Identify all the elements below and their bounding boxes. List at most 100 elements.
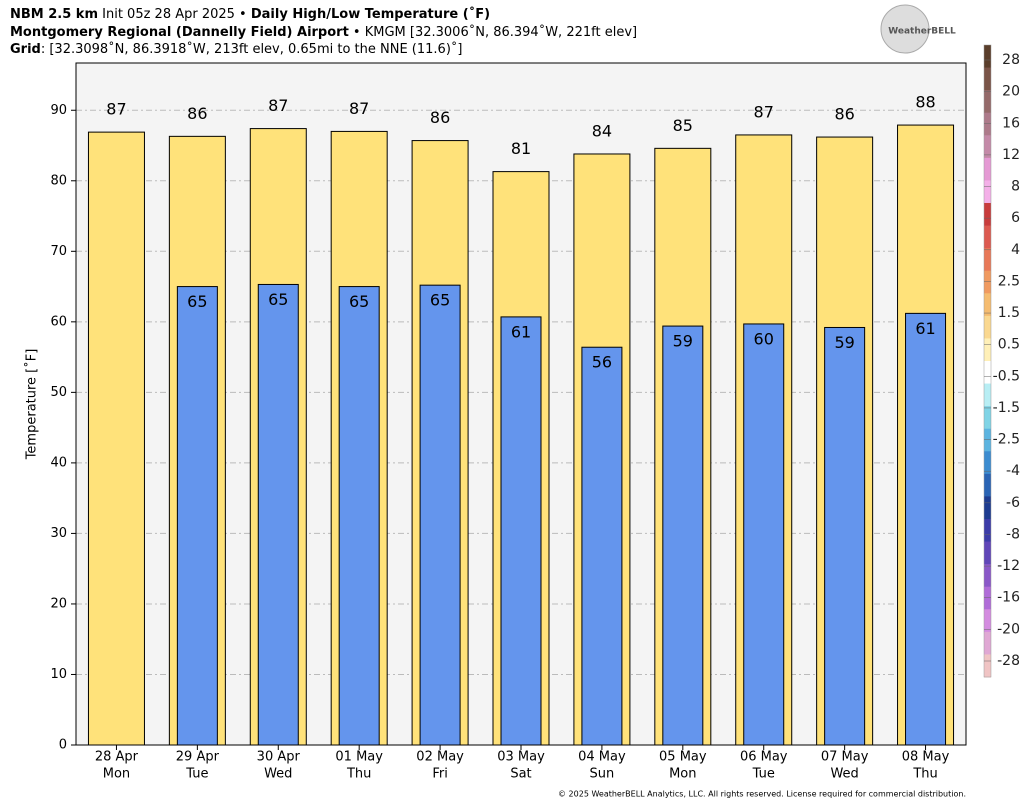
logo-text: WeatherBELL [888, 27, 956, 37]
data-label: 86 [187, 104, 207, 123]
x-tick-label: Tue [185, 767, 208, 782]
colorbar-label: 20 [1002, 84, 1020, 100]
colorbar-segment [984, 157, 991, 181]
bar [87, 131, 145, 746]
colorbar-segment [984, 609, 991, 633]
header-text: : [32.3098˚N, 86.3918˚W, 213ft elev, 0.6… [41, 41, 463, 57]
x-tick-label: 01 May [335, 750, 383, 765]
x-tick-label: Wed [830, 767, 858, 782]
header-text: • KMGM [32.3006˚N, 86.394˚W, 221ft elev] [349, 24, 637, 40]
bar [257, 283, 299, 746]
colorbar-segment [984, 270, 991, 294]
colorbar-segment [984, 293, 991, 317]
header-line1: NBM 2.5 km Init 05z 28 Apr 2025 • Daily … [10, 6, 490, 22]
colorbar-label: 1.5 [998, 305, 1020, 321]
data-label: 60 [754, 329, 774, 348]
y-tick-label: 80 [50, 173, 67, 188]
colorbar-label: 2.5 [998, 273, 1020, 289]
colorbar-segment [984, 383, 991, 407]
y-tick-label: 90 [50, 103, 67, 118]
colorbar-label: -2.5 [993, 432, 1020, 448]
x-tick-label: 03 May [497, 750, 545, 765]
bar [500, 316, 542, 746]
header-text: Daily High/Low Temperature (˚F) [251, 6, 490, 22]
header-text: NBM 2.5 km [10, 7, 98, 22]
colorbar-label: -12 [997, 558, 1020, 574]
colorbar-label: -16 [997, 590, 1020, 606]
y-tick-label: 50 [50, 385, 67, 400]
data-label: 88 [915, 93, 935, 112]
x-tick-label: Mon [669, 767, 696, 782]
x-tick-label: 02 May [416, 750, 464, 765]
colorbar-segment [984, 67, 991, 91]
colorbar-label: -20 [997, 621, 1020, 637]
colorbar-label: 4 [1011, 242, 1020, 258]
logo: WeatherBELL [880, 4, 956, 54]
x-tick-label: Thu [912, 767, 937, 782]
data-label: 59 [834, 333, 854, 352]
x-tick-label: 28 Apr [95, 750, 139, 765]
colorbar-label: -1.5 [993, 400, 1020, 416]
data-label: 87 [754, 102, 774, 121]
colorbar-segment [984, 45, 991, 69]
x-tick-label: 29 Apr [176, 750, 220, 765]
colorbar-frame [983, 44, 992, 678]
x-tick-label: 30 Apr [257, 750, 301, 765]
colorbar-segment [984, 338, 991, 362]
x-tick-label: Mon [103, 767, 130, 782]
y-tick-label: 20 [50, 596, 67, 611]
data-label: 65 [430, 291, 450, 310]
data-label: 56 [592, 353, 612, 372]
colorbar-label: -8 [1006, 526, 1020, 542]
x-tick-label: Sat [510, 767, 531, 782]
header-line3: Grid: [32.3098˚N, 86.3918˚W, 213ft elev,… [10, 41, 462, 57]
data-label: 87 [106, 100, 126, 119]
data-label: 65 [187, 292, 207, 311]
header-text: Montgomery Regional (Dannelly Field) Air… [10, 25, 349, 40]
bar [581, 346, 623, 746]
colorbar-label: 16 [1002, 115, 1020, 131]
colorbar-segment [984, 361, 991, 385]
colorbar-segment [984, 473, 991, 497]
bar [905, 312, 947, 746]
logo-mark [880, 4, 930, 54]
x-tick-label: Wed [264, 767, 292, 782]
x-tick-label: 08 May [902, 750, 950, 765]
data-label: 86 [834, 105, 854, 124]
data-label: 65 [268, 290, 288, 309]
colorbar-segment [984, 90, 991, 114]
colorbar-label: 28 [1002, 52, 1020, 68]
colorbar-segment [984, 654, 991, 678]
data-label: 87 [268, 96, 288, 115]
data-label: 65 [349, 292, 369, 311]
colorbar-segment [984, 519, 991, 543]
colorbar-label: -6 [1006, 495, 1020, 511]
colorbar-segment [984, 135, 991, 159]
x-tick-label: 04 May [578, 750, 626, 765]
colorbar-label: -4 [1006, 463, 1020, 479]
bar [743, 323, 785, 746]
bar [338, 286, 380, 746]
colorbar-segment [984, 564, 991, 588]
data-label: 59 [673, 332, 693, 351]
data-label: 86 [430, 108, 450, 127]
x-tick-label: 06 May [740, 750, 788, 765]
bar [176, 286, 218, 746]
x-tick-label: Sun [590, 767, 615, 782]
header-text: Grid [10, 42, 41, 57]
data-label: 81 [511, 139, 531, 158]
colorbar-segment [984, 225, 991, 249]
y-tick-label: 0 [59, 738, 67, 753]
data-label: 61 [915, 319, 935, 338]
x-tick-label: Fri [432, 767, 448, 782]
footer: © 2025 WeatherBELL Analytics, LLC. All r… [558, 790, 966, 799]
colorbar-segment [984, 631, 991, 655]
x-tick-label: Tue [752, 767, 775, 782]
x-tick-label: 07 May [821, 750, 869, 765]
bar [824, 326, 866, 746]
y-tick-label: 60 [50, 314, 67, 329]
y-axis-label: Temperature [˚F] [24, 349, 40, 461]
colorbar-segment [984, 203, 991, 227]
colorbar-segment [984, 315, 991, 339]
